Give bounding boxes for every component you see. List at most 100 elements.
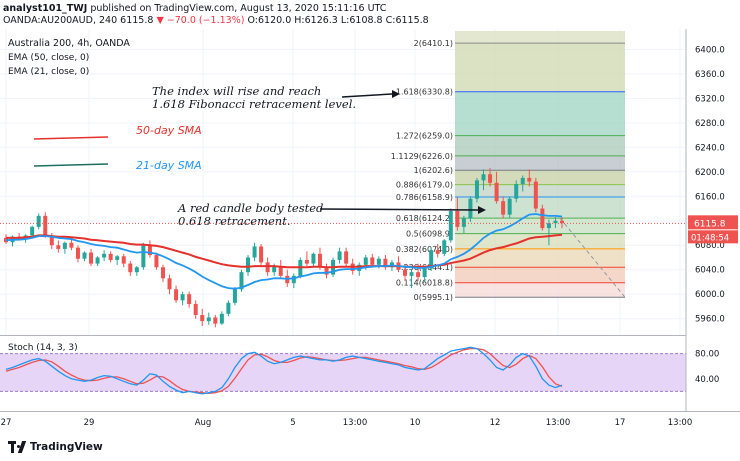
stoch-k-line [5,346,563,395]
x-tick-label: 13:00 [546,418,571,428]
candle-body [344,251,349,264]
x-tick-label: 13:00 [343,418,368,428]
ema-21-line [5,213,563,290]
fib-level-label: 2(6410.1) [414,39,453,48]
fibonacci-retracement[interactable]: 2(6410.1) 1.618(6330.8) 1.272(6259.0) 1.112… [391,31,626,302]
candle-body [102,253,107,258]
candle-body [494,182,499,202]
ohlc-values: O:6120.0 H:6126.3 L:6108.8 C:6115.8 [247,15,429,26]
y-tick-label: 5960.0 [695,315,725,325]
tradingview-brand: TradingView [30,441,103,453]
candle-body [226,302,231,314]
fib-zone [455,155,625,171]
x-tick-label: 12 [490,418,501,428]
candle-body [501,201,506,215]
candle-body [448,210,453,241]
annotation-1-arrowhead [392,90,400,98]
fib-zone [455,43,625,92]
candle-body [206,317,211,322]
fib-zone [455,267,625,283]
candle-body [435,250,440,254]
candle-body [265,262,270,273]
legend-50-label: 50-day SMA [136,124,202,137]
candle-body [409,272,414,276]
candle-body [108,253,113,260]
x-tick-label: 5 [290,418,295,428]
candle-body [167,278,172,290]
candle-body [376,258,381,265]
candle-body [520,177,525,185]
annotation-1-line1: The index will rise and reach [152,84,321,98]
candle-body [174,289,179,301]
ema21-label: EMA (21, close, 0) [8,67,89,77]
annotation-2-arrowhead [478,206,486,214]
y-tick-label: 6240.0 [695,143,725,153]
candle-body [291,275,296,284]
moving-averages [5,213,563,290]
candle-body [89,252,94,264]
author-name[interactable]: analyst101_TWJ [3,3,88,14]
candle-body [455,210,460,227]
y-tick-label: 6160.0 [695,192,725,202]
candle-body [317,253,322,268]
legend-50-swatch [33,136,109,140]
x-tick-label: 13:00 [668,418,693,428]
candle-body [304,259,309,264]
annotation-1-arrow [341,93,393,98]
stoch-y-tick-label: 80.00 [695,350,719,360]
fib-zone [455,91,625,136]
candle-body [134,267,139,273]
candle-body [252,246,257,258]
candle-body [416,272,421,278]
fib-zone [455,196,625,219]
candle-body [246,257,251,273]
candle-body [187,294,192,305]
y-tick-label: 6320.0 [695,94,725,104]
fib-level-label: 0.114(6018.8) [396,279,453,288]
candle-body [481,174,486,181]
fib-zone [455,218,625,234]
publish-info: published on TradingView.com, August 13,… [90,3,387,14]
stoch-title: Stoch (14, 3, 3) [8,343,78,353]
candle-body [115,256,120,260]
chart-title: Australia 200, 4h, OANDA [8,38,130,49]
candle-body [383,258,388,268]
tradingview-logo[interactable]: TradingView [8,441,103,453]
fib-zone-top [455,31,625,44]
footer [0,437,740,461]
y-tick-label: 6360.0 [695,70,725,80]
candle-body [278,266,283,276]
price-badge-label: 6115.8 [694,219,726,229]
candle-body [546,223,551,229]
price-badge [688,215,738,230]
fib-zone [455,135,625,156]
x-tick-label: 29 [84,418,95,428]
fib-level-label: 0.618(6124.2) [396,214,453,223]
candle-body [147,245,152,256]
countdown-label: 01:48:54 [691,233,729,243]
candle-body [461,218,466,227]
candle-body [82,252,87,259]
y-tick-label: 6280.0 [695,119,725,129]
ema50-label: EMA (50, close, 0) [8,53,89,63]
fib-level-label: 0.886(6179.0) [396,181,453,190]
candle-body [200,315,205,322]
stoch-y-tick-label: 40.00 [695,375,719,385]
candle-body [62,242,67,249]
candle-body [403,269,408,276]
fib-level-label: 1.618(6330.8) [396,88,453,97]
candle-body [272,266,277,273]
candle-body [95,257,100,264]
fib-zone [455,184,625,197]
candle-body [337,251,342,260]
candle-body [442,240,447,254]
fib-trend-line [559,217,626,298]
last-price: 6115.8 [120,15,154,26]
fib-zone [455,170,625,185]
fib-level-label: 1.272(6259.0) [396,132,453,141]
tradingview-icon [8,441,27,453]
candle-body [468,198,473,219]
stochastic-pane: Stoch (14, 3, 3) [0,336,686,408]
candle-body [49,235,54,246]
